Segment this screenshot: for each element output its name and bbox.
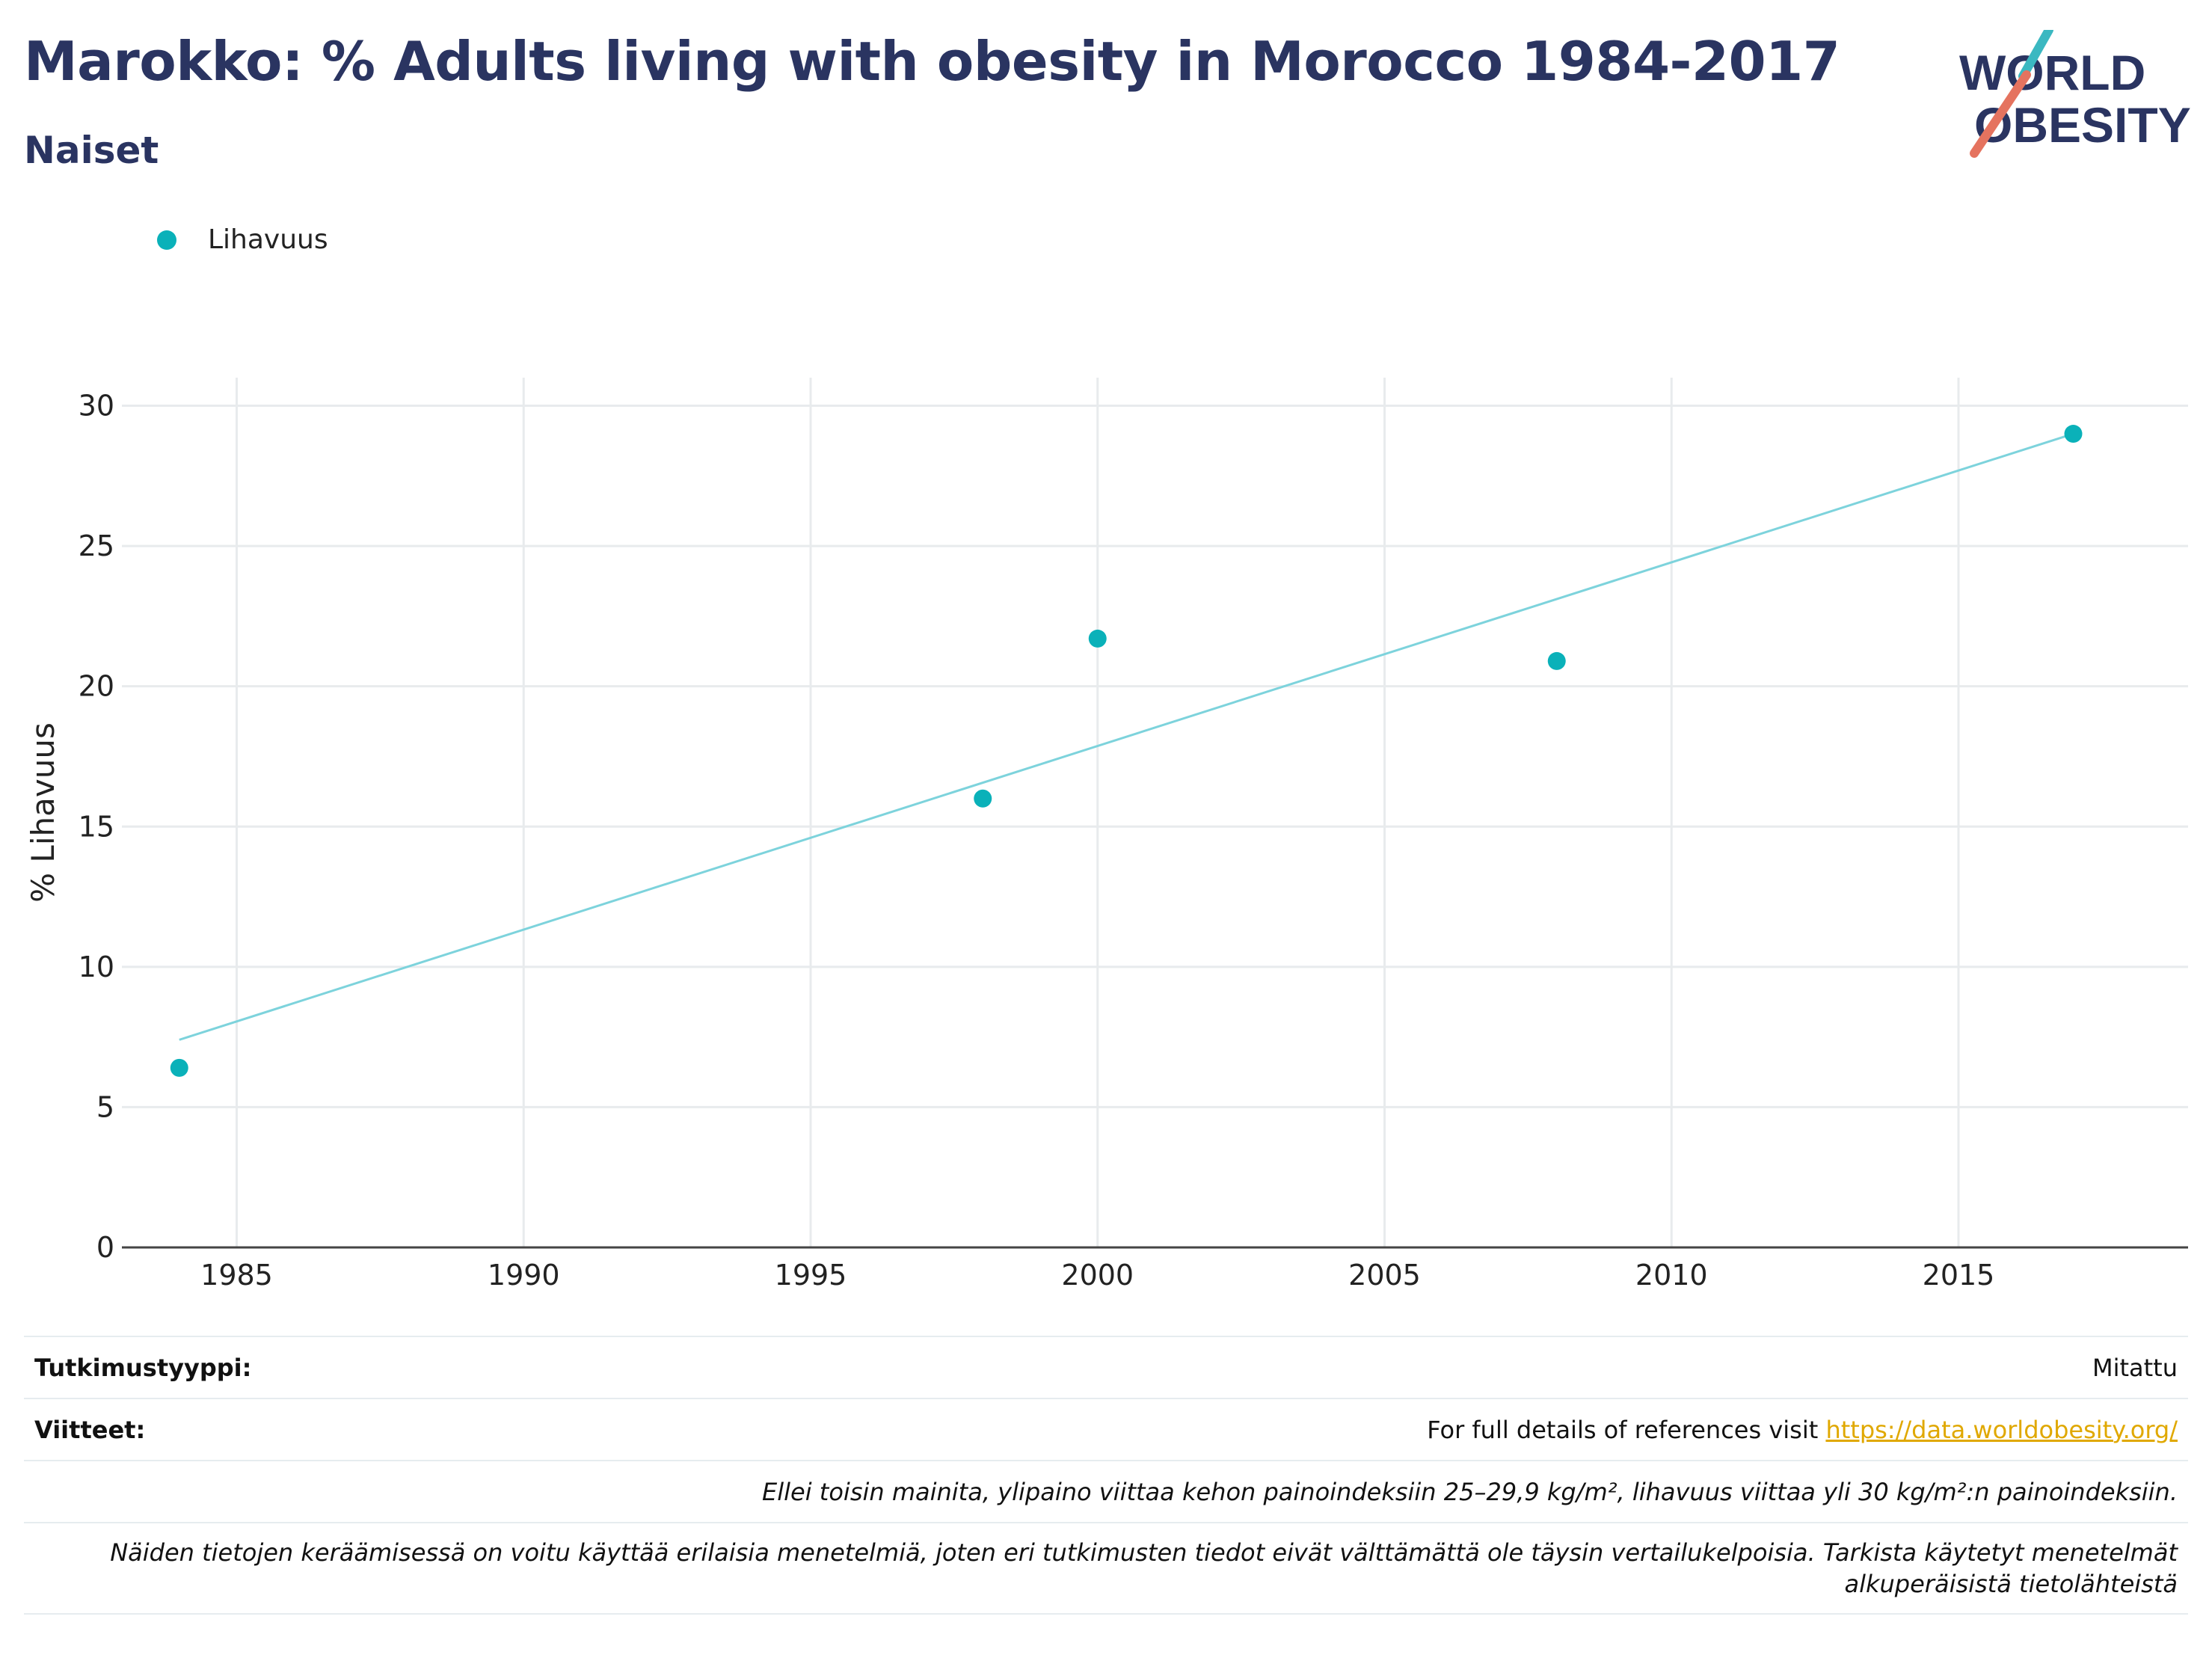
- chart: 1985 1990 1995 2000 2005 2010 2015 0 5 10 15 20 25 30…: [25, 378, 2188, 1292]
- y-tick-label: 15: [79, 810, 114, 843]
- y-tick-label: 0: [96, 1231, 114, 1264]
- data-point: [974, 789, 992, 808]
- data-point: [1547, 651, 1566, 670]
- references-value: For full details of references visit htt…: [1427, 1416, 2178, 1444]
- x-tick-label: 1985: [200, 1259, 273, 1292]
- study-type-row: Tutkimustyyppi: Mitattu: [24, 1336, 2188, 1398]
- study-type-value: Mitattu: [2092, 1353, 2178, 1382]
- references-label: Viitteet:: [34, 1415, 146, 1444]
- note1-row: Ellei toisin mainita, ylipaino viittaa k…: [24, 1460, 2188, 1522]
- y-tick-label: 30: [79, 390, 114, 423]
- legend-marker: [157, 230, 176, 250]
- note2-row: Näiden tietojen keräämisessä on voitu kä…: [24, 1522, 2188, 1615]
- y-tick-label: 20: [79, 670, 114, 703]
- world-obesity-logo: WORLD OBESITY: [1959, 30, 2191, 158]
- y-tick-label: 25: [79, 529, 114, 562]
- references-text: For full details of references visit: [1427, 1415, 1819, 1444]
- x-tick-label: 2005: [1348, 1259, 1421, 1292]
- trend-line: [179, 432, 2074, 1041]
- methods-note-line1: Näiden tietojen keräämisessä on voitu kä…: [110, 1538, 2178, 1567]
- x-tick-label: 2000: [1061, 1259, 1134, 1292]
- x-tick-label: 1990: [488, 1259, 560, 1292]
- y-tick-label: 5: [96, 1090, 114, 1123]
- x-tick-label: 2015: [1923, 1259, 1995, 1292]
- logo-line1: WORLD: [1959, 45, 2145, 100]
- legend-label: Lihavuus: [208, 224, 328, 255]
- data-point: [2064, 425, 2083, 443]
- x-tick-label: 1995: [775, 1259, 847, 1292]
- methods-note: Näiden tietojen keräämisessä on voitu kä…: [34, 1537, 2178, 1600]
- x-tick-label: 2010: [1635, 1259, 1708, 1292]
- data-point: [1088, 629, 1107, 648]
- y-axis-title: % Lihavuus: [25, 722, 61, 903]
- data-point: [170, 1058, 188, 1077]
- legend: Lihavuus: [157, 224, 328, 255]
- methods-note-line2: alkuperäisistä tietolähteistä: [1844, 1570, 2178, 1598]
- y-tick-label: 10: [79, 951, 114, 983]
- references-row: Viitteet: For full details of references…: [24, 1398, 2188, 1460]
- chart-title: Marokko: % Adults living with obesity in…: [24, 30, 1840, 93]
- info-table: Tutkimustyyppi: Mitattu Viitteet: For fu…: [24, 1336, 2188, 1615]
- references-link[interactable]: https://data.worldobesity.org/: [1825, 1415, 2178, 1444]
- definition-note: Ellei toisin mainita, ylipaino viittaa k…: [762, 1477, 2178, 1506]
- study-type-label: Tutkimustyyppi:: [34, 1353, 252, 1382]
- chart-subtitle: Naiset: [24, 129, 159, 172]
